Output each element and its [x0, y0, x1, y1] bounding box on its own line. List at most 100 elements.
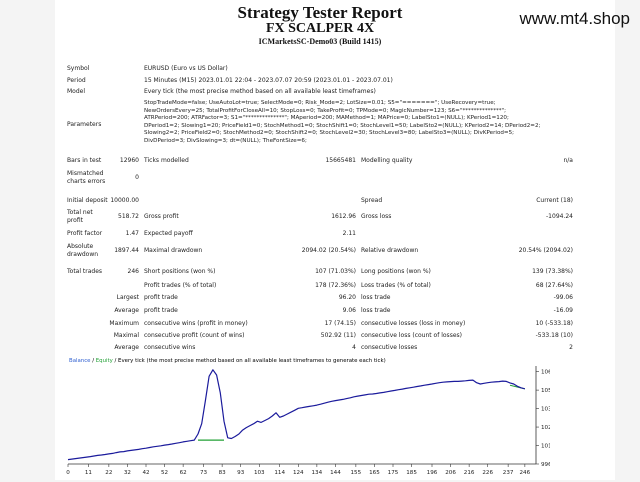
gross-profit-value: 1612.96	[331, 213, 356, 220]
average-loss-value: -16.09	[553, 307, 573, 314]
x-tick-label: 196	[427, 470, 438, 476]
loss-trades-value: 68 (27.64%)	[535, 282, 573, 289]
x-tick-label: 206	[445, 470, 456, 476]
loss-trades-label: Loss trades (% of total)	[361, 282, 431, 289]
y-tick-label: 10254	[541, 425, 550, 431]
legend-sep: /	[91, 358, 96, 364]
abs-dd-label: Absolute drawdown	[67, 243, 99, 258]
legend-equity: Equity	[96, 358, 114, 364]
x-tick-label: 237	[503, 470, 514, 476]
gross-loss-value: -1094.24	[546, 213, 573, 220]
x-tick-label: 22	[105, 470, 112, 476]
x-tick-label: 114	[274, 470, 285, 476]
balance-line	[67, 369, 526, 461]
expected-payoff-value: 2.11	[342, 230, 356, 237]
parameter-line: StopTradeMode=false; UseAutoLot=true; Se…	[144, 100, 496, 106]
bars-label: Bars in test	[67, 157, 102, 164]
ticks-label: Ticks modelled	[144, 157, 189, 164]
ticks-value: 15665481	[325, 157, 356, 164]
rel-dd-label: Relative drawdown	[361, 247, 419, 254]
parameter-line: DPeriod1=2; Slowing1=20; PriceField1=0; …	[144, 122, 541, 129]
server-info: ICMarketsSC-Demo03 (Build 1415)	[258, 37, 382, 46]
x-tick-label: 42	[142, 470, 149, 476]
average-label: Average	[114, 307, 139, 314]
maximum-label: Maximum	[109, 320, 139, 327]
ea-name: FX SCALPER 4X	[265, 21, 375, 36]
y-tick-label: 10686	[541, 370, 550, 376]
profit-factor-label: Profit factor	[67, 230, 103, 237]
parameter-line: DivDPeriod=3; DivSlowing=3; dt=(NULL); T…	[144, 137, 307, 144]
max-cons-wins-value: 17 (74.15)	[324, 320, 356, 327]
average2-label: Average	[114, 344, 139, 351]
largest-profit-label: profit trade	[144, 294, 178, 301]
period-value: 15 Minutes (M15) 2023.01.01 22:04 - 2023…	[144, 77, 393, 84]
quality-label: Modelling quality	[361, 157, 413, 164]
parameter-line: Slowing2=2; PriceField2=0; StochMethod2=…	[144, 130, 515, 136]
total-trades-label: Total trades	[67, 268, 103, 275]
y-tick-label: 9966	[541, 462, 550, 468]
profit-factor-value: 1.47	[125, 230, 139, 237]
avg-cons-losses-label: consecutive losses	[361, 344, 418, 351]
x-tick-label: 93	[237, 470, 245, 476]
spread-value: Current (18)	[536, 197, 573, 204]
maximal-label: Maximal	[113, 332, 139, 339]
model-label: Model	[67, 88, 86, 95]
quality-value: n/a	[563, 157, 573, 164]
y-tick-label: 10398	[541, 407, 550, 413]
max-dd-label: Maximal drawdown	[144, 247, 203, 254]
x-tick-label: 246	[520, 470, 531, 476]
profit-trades-value: 178 (72.36%)	[315, 282, 356, 289]
largest-label: Largest	[116, 294, 139, 301]
x-tick-label: 0	[66, 470, 70, 476]
x-tick-label: 32	[124, 470, 131, 476]
mismatched-label: Mismatched charts errors	[67, 170, 106, 185]
balance-chart-svg: Balance / Equity / Every tick (the most …	[66, 354, 559, 478]
x-tick-label: 155	[351, 470, 362, 476]
x-tick-label: 165	[369, 470, 380, 476]
max-cons-losses-label: consecutive losses (loss in money)	[361, 320, 466, 327]
symbol-value: EURUSD (Euro vs US Dollar)	[144, 65, 228, 72]
spread-label: Spread	[361, 197, 383, 204]
rel-dd-value: 20.54% (2094.02)	[518, 247, 573, 254]
parameters-label: Parameters	[67, 121, 102, 128]
period-label: Period	[67, 77, 86, 84]
avg-cons-wins-label: consecutive wins	[144, 344, 196, 351]
average-loss-label: loss trade	[361, 307, 391, 314]
x-tick-label: 103	[254, 470, 265, 476]
net-profit-label: Total net profit	[67, 209, 93, 224]
x-tick-label: 134	[312, 470, 323, 476]
avg-cons-losses-value: 2	[569, 344, 573, 351]
x-tick-label: 144	[330, 470, 341, 476]
bars-value: 12960	[119, 157, 139, 164]
x-tick-label: 226	[482, 470, 493, 476]
net-profit-value: 518.72	[118, 213, 139, 220]
gross-profit-label: Gross profit	[144, 213, 179, 220]
total-trades-value: 246	[127, 268, 139, 275]
watermark: www.mt4.shop	[519, 9, 630, 28]
legend-description: Every tick (the most precise method base…	[118, 358, 386, 364]
expected-payoff-label: Expected payoff	[144, 230, 193, 237]
maximal-loss-value: -533.18 (10)	[535, 332, 573, 339]
short-label: Short positions (won %)	[144, 268, 216, 275]
maximal-loss-label: consecutive loss (count of losses)	[361, 332, 462, 339]
x-tick-label: 216	[464, 470, 475, 476]
chart-header: Balance / Equity / Every tick (the most …	[69, 358, 386, 364]
maximal-profit-value: 502.92 (11)	[320, 332, 356, 339]
long-value: 139 (73.38%)	[532, 268, 573, 275]
x-tick-label: 185	[406, 470, 417, 476]
deposit-label: Initial deposit	[67, 197, 108, 204]
x-tick-label: 175	[388, 470, 399, 476]
largest-loss-value: -99.06	[553, 294, 573, 301]
x-tick-label: 83	[219, 470, 227, 476]
legend-balance: Balance	[69, 358, 91, 364]
y-tick-label: 10110	[541, 444, 550, 450]
model-value: Every tick (the most precise method base…	[144, 88, 376, 95]
x-tick-label: 11	[85, 470, 93, 476]
legend-sep: /	[113, 358, 118, 364]
x-tick-label: 52	[161, 470, 168, 476]
balance-chart: Balance / Equity / Every tick (the most …	[66, 354, 559, 478]
max-cons-wins-label: consecutive wins (profit in money)	[144, 320, 248, 327]
maximal-profit-label: consecutive profit (count of wins)	[144, 332, 245, 339]
max-dd-value: 2094.02 (20.54%)	[301, 247, 356, 254]
deposit-value: 10000.00	[110, 197, 139, 204]
